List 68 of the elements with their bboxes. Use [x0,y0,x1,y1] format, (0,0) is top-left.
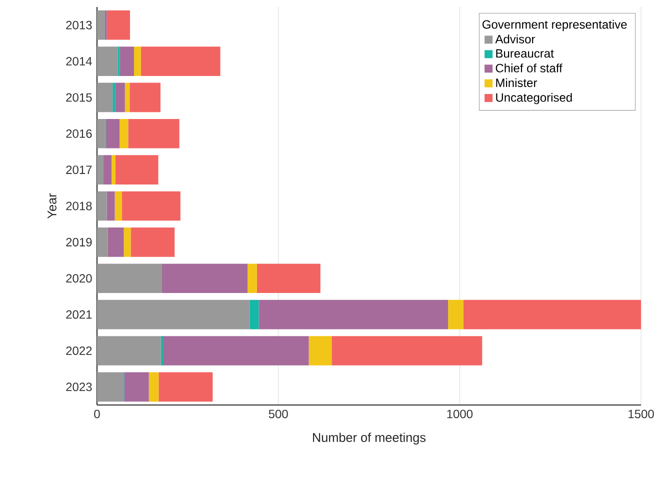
y-tick-label: 2021 [66,310,92,319]
bar [158,372,213,402]
y-tick-label: 2023 [66,382,92,392]
bar [97,118,106,148]
y-tick-label: 2015 [66,93,92,102]
y-tick-label: 2019 [66,238,92,246]
legend-label: Chief of staff [496,64,562,72]
bar [97,264,162,294]
bar [115,155,158,184]
x-tick-label: 1000 [447,410,473,418]
bar [140,46,220,76]
bar [97,46,118,76]
bar [124,372,149,402]
bar [124,228,131,257]
bar [106,118,120,148]
bar [97,10,105,40]
bar [97,155,104,184]
bar [97,300,250,330]
bar [148,372,159,402]
y-tick-label: 2014 [66,57,92,66]
bar [112,82,116,112]
bar [97,336,161,366]
bar [97,372,124,402]
bar [258,300,448,330]
legend-label: Advisor [495,34,536,44]
y-tick-label: 2016 [66,129,92,138]
bar [130,228,175,257]
bar [124,82,130,112]
bar [115,82,125,112]
bar [250,300,259,330]
x-tick-label: 0 [94,410,100,418]
legend-label: Minister [496,78,538,88]
bar [130,82,160,112]
bar [248,264,257,294]
bar [106,10,130,40]
x-tick-label: 1500 [628,410,654,418]
bar [97,191,107,221]
bar [108,228,124,257]
bar [122,191,180,221]
y-axis-title: Year [48,193,56,219]
bar [120,46,134,76]
bar [128,118,180,148]
bar [97,228,108,257]
bar [104,155,112,184]
y-tick-label: 2013 [66,20,92,30]
bar [308,336,332,366]
bar [160,336,164,366]
bar [448,300,464,330]
legend-label: Bureaucrat [496,49,554,58]
y-tick-label: 2022 [66,346,92,355]
y-tick-label: 2017 [66,166,92,174]
legend-title: Government representative [482,20,627,32]
bar [134,46,141,76]
bar [463,300,642,330]
bar [119,118,128,148]
bar [163,336,309,366]
bar [162,264,248,294]
y-tick-label: 2018 [66,202,92,210]
x-axis-title: Number of meetings [313,432,426,445]
bar [332,336,482,366]
bar [112,155,116,184]
bar [106,191,115,221]
bar [97,82,113,112]
bar [256,264,320,294]
x-tick-label: 500 [268,410,288,418]
bar [114,191,122,221]
y-tick-label: 2020 [66,274,92,283]
legend-label: Uncategorised [496,92,572,104]
